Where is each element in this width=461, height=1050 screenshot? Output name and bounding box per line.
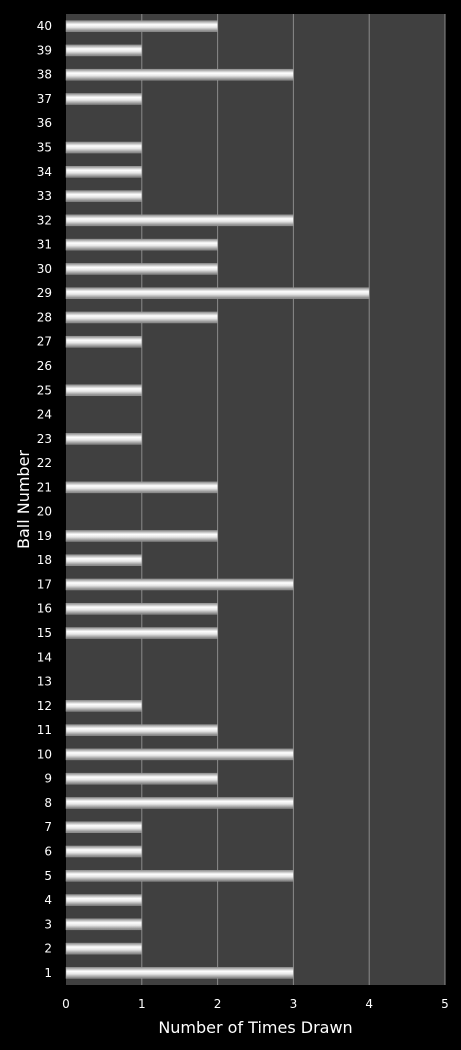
bar <box>65 20 218 32</box>
y-tick-label: 35 <box>37 141 52 155</box>
bar <box>65 433 143 445</box>
y-tick-label: 3 <box>44 917 52 931</box>
y-tick-label: 22 <box>37 456 52 470</box>
y-tick-label: 14 <box>37 650 52 664</box>
y-axis-title: Ball Number <box>14 450 33 549</box>
bar <box>65 287 370 299</box>
y-tick-label: 36 <box>37 116 52 130</box>
bar <box>65 68 294 81</box>
bar <box>65 141 143 154</box>
y-tick-label: 12 <box>37 699 52 713</box>
y-tick-label: 29 <box>37 286 52 300</box>
y-tick-label: 33 <box>37 189 52 203</box>
y-tick-label: 40 <box>37 19 52 33</box>
bar <box>65 214 294 227</box>
y-tick-label: 17 <box>37 577 52 591</box>
bar <box>65 311 218 324</box>
y-tick-label: 20 <box>37 505 52 519</box>
bar <box>65 602 218 615</box>
bar <box>65 748 294 761</box>
x-axis-title: Number of Times Drawn <box>158 1018 352 1037</box>
y-tick-label: 6 <box>44 844 52 858</box>
y-tick-label: 32 <box>37 213 52 227</box>
y-tick-label: 16 <box>37 602 52 616</box>
bar <box>65 700 143 712</box>
x-tick-label: 0 <box>62 997 70 1011</box>
y-tick-labels: 1234567891011121314151617181920212223242… <box>37 19 52 980</box>
y-tick-label: 25 <box>37 383 52 397</box>
bar <box>65 627 218 639</box>
y-tick-label: 38 <box>37 68 52 82</box>
bar <box>65 967 294 979</box>
bar <box>65 554 143 566</box>
y-tick-label: 7 <box>44 820 52 834</box>
bar <box>65 870 294 882</box>
y-tick-label: 34 <box>37 165 52 179</box>
y-tick-label: 30 <box>37 262 52 276</box>
y-tick-label: 37 <box>37 92 52 106</box>
y-tick-label: 24 <box>37 408 52 422</box>
bar <box>65 821 143 833</box>
bar <box>65 190 143 202</box>
y-tick-label: 28 <box>37 310 52 324</box>
bar <box>65 942 143 955</box>
plot-area <box>66 14 445 985</box>
bar <box>65 845 143 858</box>
y-tick-label: 19 <box>37 529 52 543</box>
x-tick-label: 2 <box>214 997 222 1011</box>
bar <box>65 481 218 494</box>
x-tick-label: 4 <box>365 997 373 1011</box>
y-tick-label: 18 <box>37 553 52 567</box>
bar <box>65 263 218 275</box>
y-tick-label: 21 <box>37 480 52 494</box>
y-tick-label: 2 <box>44 942 52 956</box>
y-tick-label: 39 <box>37 43 52 57</box>
y-tick-label: 11 <box>37 723 52 737</box>
bar <box>65 238 218 251</box>
y-tick-label: 1 <box>44 966 52 980</box>
bar <box>65 384 143 397</box>
bar <box>65 44 143 57</box>
y-tick-label: 8 <box>44 796 52 810</box>
x-tick-label: 3 <box>290 997 298 1011</box>
y-tick-label: 23 <box>37 432 52 446</box>
y-tick-label: 27 <box>37 335 52 349</box>
bar <box>65 772 218 785</box>
x-tick-label: 1 <box>138 997 146 1011</box>
y-tick-label: 10 <box>37 747 52 761</box>
bar <box>65 93 143 105</box>
bar <box>65 335 143 348</box>
bar <box>65 578 294 591</box>
bar <box>65 724 218 736</box>
bar <box>65 918 143 931</box>
bars <box>65 20 370 979</box>
bar <box>65 166 143 178</box>
y-tick-label: 5 <box>44 869 52 883</box>
bar <box>65 530 218 542</box>
y-tick-label: 13 <box>37 675 52 689</box>
bar <box>65 894 143 906</box>
y-tick-label: 31 <box>37 238 52 252</box>
bar <box>65 797 294 809</box>
x-tick-labels: 0 1 2 3 4 5 <box>62 997 449 1011</box>
x-tick-label: 5 <box>441 997 449 1011</box>
y-tick-label: 26 <box>37 359 52 373</box>
y-tick-label: 9 <box>44 772 52 786</box>
y-tick-label: 4 <box>44 893 52 907</box>
y-tick-label: 15 <box>37 626 52 640</box>
